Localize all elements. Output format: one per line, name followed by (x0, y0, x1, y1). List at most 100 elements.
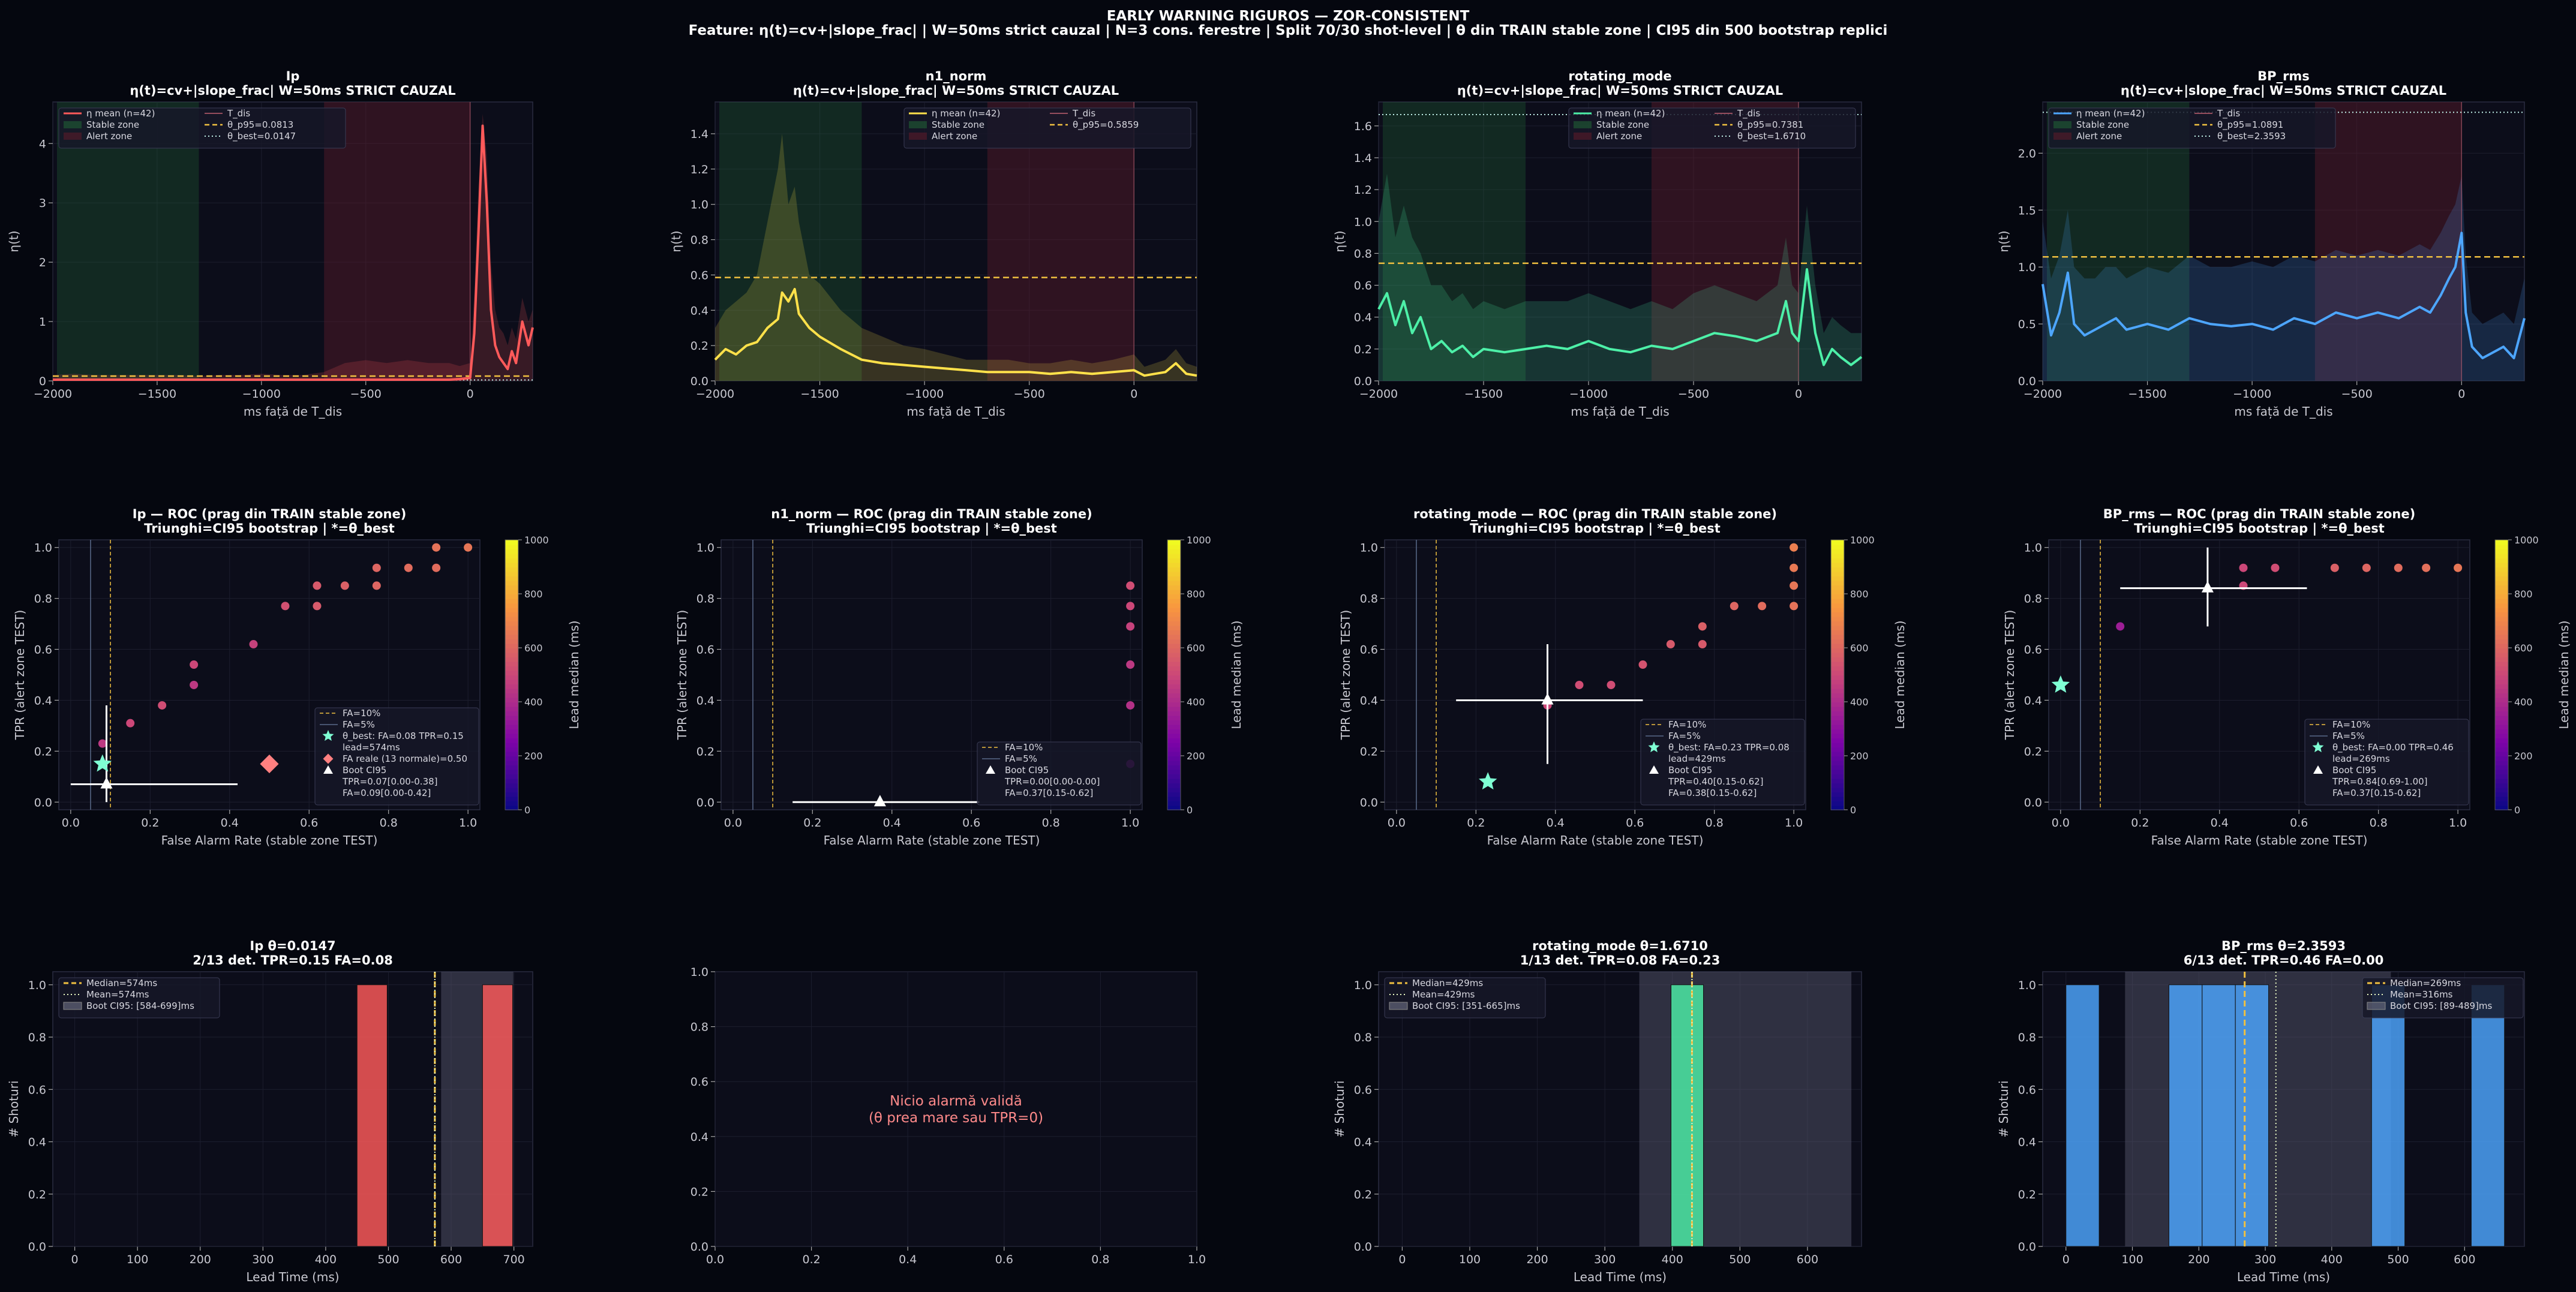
y-tick-label: 1.0 (1354, 979, 1372, 992)
x-tick-label: 100 (1459, 1253, 1481, 1266)
chart-title: BP_rms θ=2.3593 (2221, 939, 2346, 953)
colorbar-tick-label: 600 (1850, 642, 1869, 654)
colorbar-segment (1831, 589, 1844, 594)
x-tick-label: 0.4 (2211, 816, 2229, 830)
colorbar-segment (2495, 643, 2508, 648)
confidence-band (1379, 173, 1862, 381)
colorbar-segment (505, 684, 518, 689)
colorbar-segment (2495, 652, 2508, 657)
y-tick-label: 1.0 (2018, 979, 2036, 992)
legend-label: Mean=429ms (1412, 989, 1475, 1000)
colorbar-tick-label: 800 (524, 588, 543, 600)
y-axis-label: TPR (alert zone TEST) (13, 610, 27, 741)
colorbar-segment (1831, 558, 1844, 563)
y-tick-label: 1.0 (1354, 215, 1372, 229)
colorbar-segment (1831, 603, 1844, 608)
x-tick-label: 1.0 (1121, 816, 1139, 830)
legend-label: Boot CI95 (1005, 765, 1049, 776)
colorbar-segment (1831, 549, 1844, 554)
x-tick-label: 600 (1797, 1253, 1818, 1266)
colorbar-segment (2495, 607, 2508, 612)
colorbar-segment (2495, 783, 2508, 788)
colorbar-segment (1831, 805, 1844, 810)
x-tick-label: 0.8 (1042, 816, 1060, 830)
colorbar-segment (1831, 796, 1844, 801)
legend-label: θ_p95=0.5859 (1073, 119, 1139, 131)
colorbar-segment (1167, 720, 1181, 725)
x-tick-label: 500 (1729, 1253, 1751, 1266)
colorbar-segment (505, 693, 518, 698)
colorbar-segment (505, 702, 518, 707)
roc-point (1730, 602, 1739, 611)
colorbar-segment (505, 769, 518, 774)
colorbar-segment (2495, 747, 2508, 752)
no-alarm-message: (θ prea mare sau TPR=0) (869, 1110, 1043, 1126)
colorbar-segment (2495, 715, 2508, 720)
colorbar-segment (1167, 715, 1181, 720)
colorbar-segment (2495, 769, 2508, 774)
colorbar-segment (2495, 774, 2508, 779)
legend-swatch (909, 133, 927, 140)
colorbar-segment (505, 540, 518, 545)
colorbar-segment (1167, 688, 1181, 693)
colorbar-segment (1167, 675, 1181, 680)
x-tick-label: −1000 (2233, 387, 2271, 401)
y-tick-label: 1.2 (1354, 184, 1372, 197)
confidence-band (2043, 176, 2524, 381)
timeseries-chart-ts_Ip: −2000 −1500 −1000 −500 0 0 1 2 3 4 ms față de T_di… (7, 69, 534, 419)
colorbar-segment (505, 715, 518, 720)
x-axis-label: False Alarm Rate (stable zone TEST) (1487, 833, 1704, 848)
chart-title: rotating_mode (1568, 69, 1671, 83)
colorbar-segment (2495, 805, 2508, 810)
legend-swatch (323, 765, 333, 774)
roc-point (98, 739, 107, 748)
legend-label: lead=574ms (343, 742, 400, 753)
colorbar-segment (505, 679, 518, 684)
colorbar-segment (1831, 553, 1844, 558)
colorbar-segment (2495, 558, 2508, 563)
colorbar-segment (505, 756, 518, 761)
x-tick-label: 1.0 (459, 816, 477, 830)
colorbar-tick-label: 800 (1187, 588, 1205, 600)
y-tick-label: 0.6 (690, 1075, 708, 1089)
colorbar-segment (1831, 567, 1844, 572)
colorbar-segment (1167, 783, 1181, 788)
colorbar-segment (1831, 580, 1844, 585)
colorbar-segment (505, 706, 518, 711)
legend-swatch (2053, 133, 2071, 140)
roc-point (1698, 640, 1707, 649)
colorbar-segment (2495, 792, 2508, 797)
chart-subtitle: 6/13 det. TPR=0.46 FA=0.00 (2184, 953, 2384, 968)
y-tick-label: 0.4 (1360, 694, 1378, 707)
x-tick-label: 0.6 (2290, 816, 2308, 830)
colorbar-segment (1167, 801, 1181, 806)
legend-label: Boot CI95 (343, 765, 386, 776)
colorbar-label: Lead median (ms) (567, 620, 581, 729)
colorbar-segment (2495, 670, 2508, 675)
timeseries-chart-ts_n1: −2000 −1500 −1000 −500 0 0.0 0.2 0.4 0.6 0.8 1.0 1.… (669, 69, 1197, 419)
x-tick-label: −500 (350, 387, 382, 401)
colorbar-segment (2495, 571, 2508, 576)
x-tick-label: 100 (127, 1253, 148, 1266)
colorbar-segment (505, 580, 518, 585)
legend-box (314, 707, 479, 806)
y-axis-label: η(t) (1996, 230, 2011, 252)
roc-point (1638, 660, 1647, 669)
colorbar-segment (505, 792, 518, 797)
colorbar-segment (1831, 679, 1844, 684)
roc-point (1790, 602, 1799, 611)
histogram-bar (2371, 984, 2406, 1247)
histogram-bar (2202, 984, 2236, 1247)
x-tick-label: 200 (190, 1253, 211, 1266)
x-axis-label: Lead Time (ms) (2237, 1270, 2330, 1284)
legend-label: FA=5% (2332, 731, 2365, 741)
colorbar-segment (505, 571, 518, 576)
colorbar-frame (2494, 539, 2509, 810)
colorbar-segment (1831, 787, 1844, 792)
legend-label: FA=10% (2332, 719, 2370, 730)
x-tick-label: 300 (2254, 1253, 2276, 1266)
legend-label: Stable zone (2076, 119, 2129, 130)
colorbar-segment (505, 774, 518, 779)
colorbar-segment (1831, 765, 1844, 770)
y-tick-label: 0.0 (1354, 1240, 1372, 1254)
